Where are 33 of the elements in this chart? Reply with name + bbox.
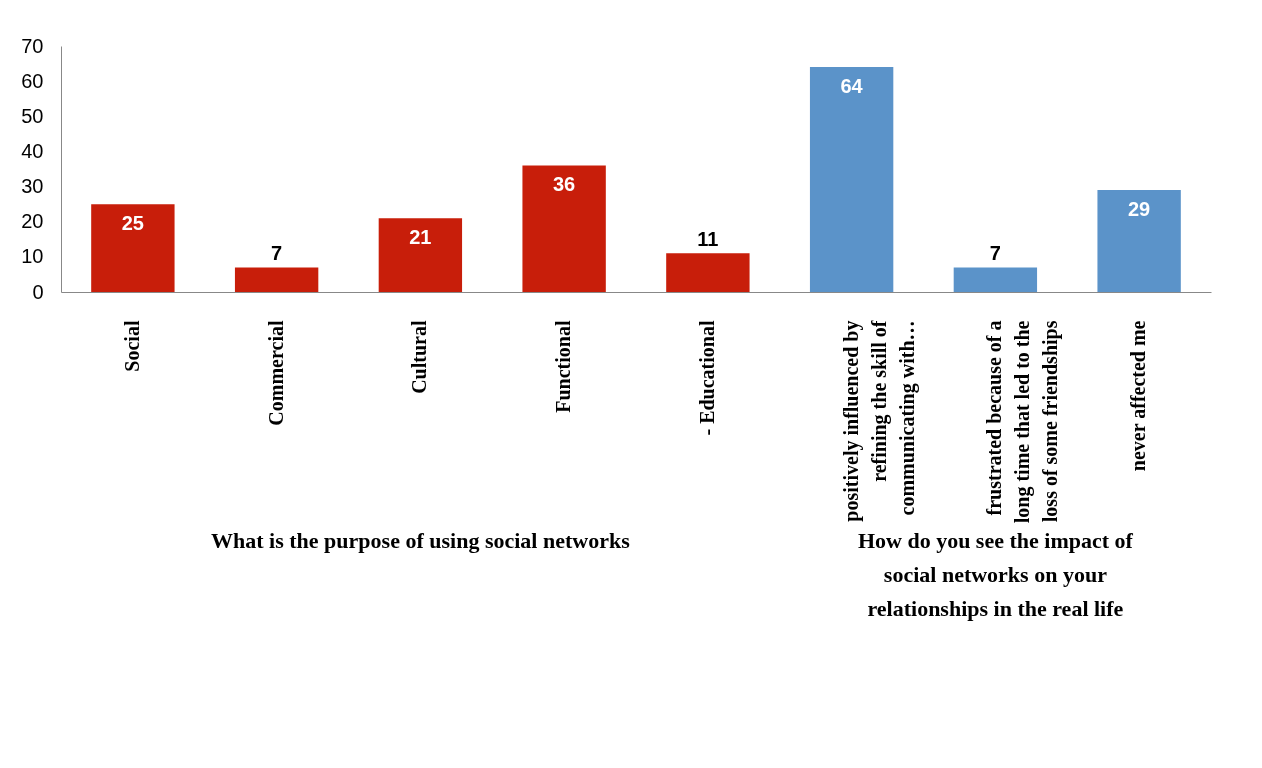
data-label: 21 bbox=[409, 226, 432, 249]
y-tick-label: 50 bbox=[21, 104, 44, 127]
text: How do you see the impact of social networks on your relationships in the real life bbox=[857, 528, 1134, 621]
bar bbox=[234, 267, 319, 292]
data-label: 64 bbox=[840, 75, 864, 98]
x-tick-label: never affected me bbox=[1127, 320, 1150, 472]
bar bbox=[666, 253, 750, 292]
data-label: 7 bbox=[271, 242, 283, 265]
data-label: 7 bbox=[989, 242, 1001, 265]
bar bbox=[1097, 190, 1181, 292]
data-label: 11 bbox=[697, 228, 719, 251]
x-tick-label: Social bbox=[120, 320, 143, 372]
bar bbox=[91, 204, 175, 292]
y-tick-label: 60 bbox=[21, 69, 44, 92]
y-tick-label: 30 bbox=[21, 175, 44, 198]
data-label: 36 bbox=[553, 173, 576, 196]
x-tick-label: Commercial bbox=[264, 320, 287, 426]
x-tick-label: Cultural bbox=[408, 320, 431, 394]
bar bbox=[522, 165, 606, 292]
y-tick-label: 70 bbox=[21, 34, 44, 57]
bar bbox=[378, 218, 463, 292]
y-tick-label: 40 bbox=[21, 139, 44, 162]
data-label: 29 bbox=[1128, 198, 1151, 221]
y-tick-label: 0 bbox=[32, 280, 44, 303]
bar bbox=[953, 267, 1038, 292]
data-label: 25 bbox=[121, 212, 144, 235]
y-tick-label: 10 bbox=[21, 245, 44, 268]
x-tick-label: positively influenced by refining the skill of communicating with… bbox=[839, 320, 919, 522]
x-tick-label: - Educational bbox=[695, 320, 718, 436]
x-tick-label: Functional bbox=[552, 320, 575, 413]
text: What is the purpose of using social networks bbox=[211, 528, 631, 553]
y-tick-label: 20 bbox=[21, 210, 44, 233]
bar bbox=[809, 67, 894, 292]
